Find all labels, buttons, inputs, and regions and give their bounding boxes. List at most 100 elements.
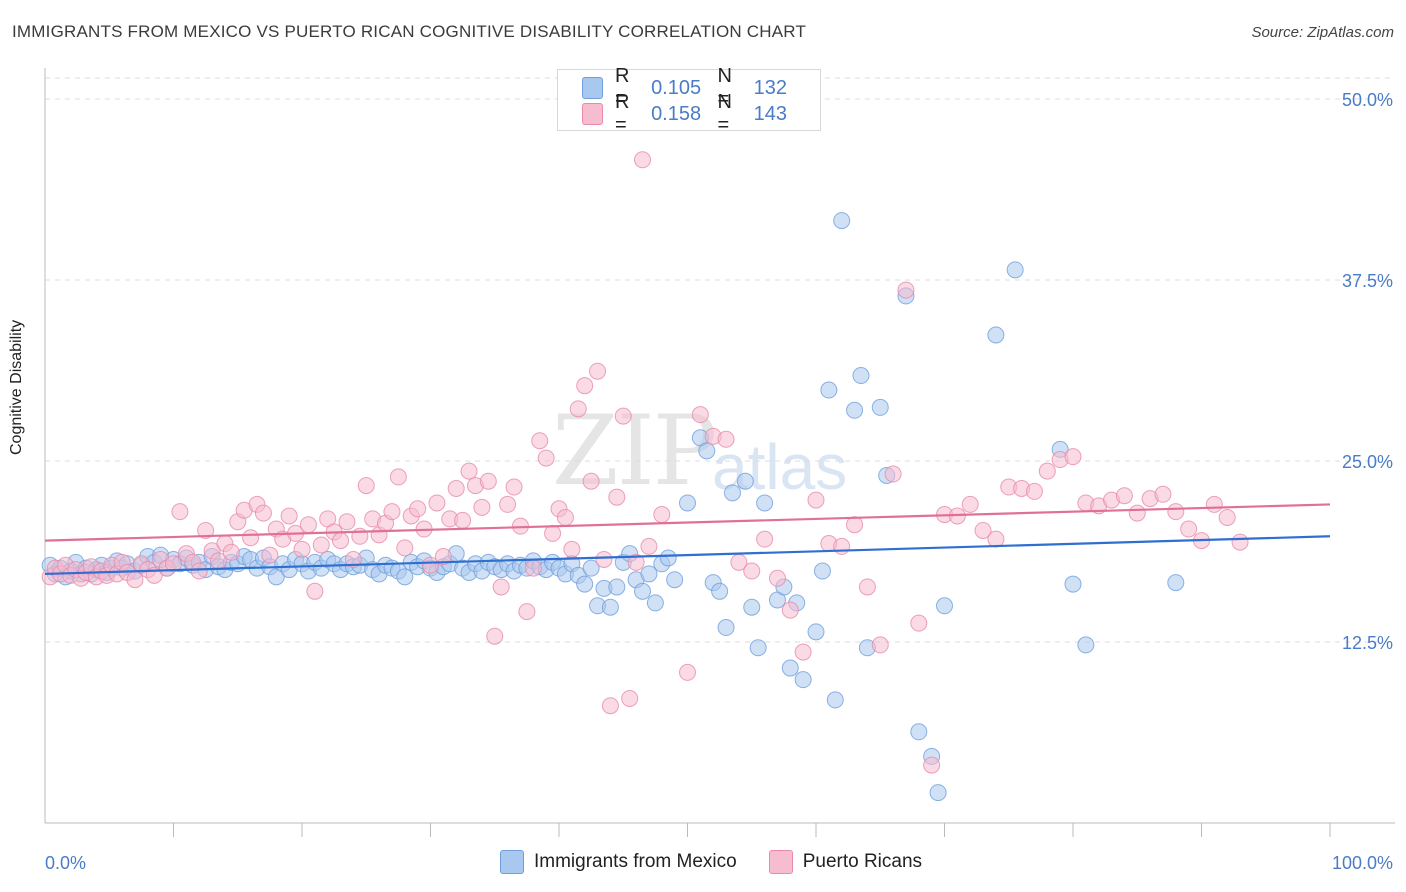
y-tick-label: 50.0%	[1342, 90, 1393, 110]
point-puerto-rican	[242, 529, 260, 547]
point-puerto-rican	[518, 603, 536, 621]
point-mexico	[1077, 636, 1095, 654]
point-mexico	[929, 784, 947, 802]
point-puerto-rican	[1025, 482, 1043, 500]
point-puerto-rican	[595, 550, 613, 568]
point-mexico	[736, 472, 754, 490]
point-puerto-rican	[531, 432, 549, 450]
point-mexico	[813, 562, 831, 580]
point-puerto-rican	[1064, 448, 1082, 466]
n-value-mexico: 132	[753, 76, 787, 99]
point-puerto-rican	[589, 362, 607, 380]
legend-row-mexico: R = 0.105 N = 132	[582, 65, 820, 110]
point-mexico	[871, 398, 889, 416]
point-puerto-rican	[165, 555, 182, 573]
point-puerto-rican	[582, 472, 600, 490]
point-puerto-rican	[280, 507, 298, 525]
point-puerto-rican	[537, 449, 555, 467]
legend-swatch-mexico	[500, 850, 524, 874]
point-mexico	[723, 484, 741, 502]
point-mexico	[576, 575, 594, 593]
r-label: R =	[614, 91, 630, 136]
legend-swatch-puerto-rican	[582, 103, 603, 125]
point-puerto-rican	[1115, 487, 1133, 505]
point-puerto-rican	[312, 536, 330, 554]
point-puerto-rican	[768, 569, 786, 587]
point-puerto-rican	[473, 498, 491, 516]
trendline-mexico	[44, 535, 1331, 576]
r-label: R =	[614, 65, 630, 110]
legend-swatch-puerto-rican	[768, 850, 793, 874]
point-puerto-rican	[422, 556, 439, 574]
point-mexico	[396, 568, 414, 586]
point-mexico	[1064, 575, 1082, 593]
point-puerto-rican	[190, 562, 208, 580]
point-puerto-rican	[254, 504, 272, 522]
point-puerto-rican	[794, 643, 812, 661]
legend-label-puerto-rican: Puerto Ricans	[802, 851, 923, 872]
point-mexico	[640, 565, 658, 583]
point-mexico	[807, 623, 825, 641]
point-puerto-rican	[634, 151, 652, 169]
point-puerto-rican	[332, 532, 350, 550]
point-puerto-rican	[428, 494, 446, 512]
x-tick-label: 0.0%	[45, 853, 86, 873]
point-puerto-rican	[338, 513, 356, 531]
point-puerto-rican	[961, 495, 979, 513]
point-puerto-rican	[1218, 508, 1236, 526]
point-puerto-rican	[569, 400, 587, 418]
point-puerto-rican	[261, 546, 279, 564]
point-mexico	[852, 367, 870, 385]
point-puerto-rican	[601, 697, 619, 715]
point-puerto-rican	[1154, 485, 1172, 503]
point-mexico	[846, 401, 864, 419]
point-puerto-rican	[197, 521, 215, 539]
series-legend: Immigrants from Mexico Puerto Ricans	[500, 850, 954, 874]
point-mexico	[634, 582, 652, 600]
point-puerto-rican	[447, 479, 465, 497]
point-mexico	[608, 578, 626, 596]
point-puerto-rican	[871, 636, 889, 654]
point-mexico	[756, 494, 774, 512]
point-puerto-rican	[717, 430, 735, 448]
point-mexico	[582, 559, 600, 577]
point-puerto-rican	[781, 601, 799, 619]
point-mexico	[717, 619, 735, 637]
legend-item-mexico[interactable]: Immigrants from Mexico	[500, 850, 737, 874]
point-mexico	[659, 549, 677, 567]
point-mexico	[1006, 261, 1024, 279]
legend-item-puerto-rican[interactable]: Puerto Ricans	[768, 850, 923, 874]
point-puerto-rican	[621, 689, 639, 707]
point-mexico	[743, 598, 761, 616]
point-puerto-rican	[389, 468, 407, 486]
point-puerto-rican	[344, 550, 362, 568]
point-puerto-rican	[222, 543, 240, 561]
point-mexico	[826, 691, 844, 709]
point-mexico	[781, 659, 799, 677]
point-puerto-rican	[653, 506, 671, 524]
point-puerto-rican	[306, 582, 324, 600]
point-puerto-rican	[833, 537, 851, 555]
point-puerto-rican	[492, 578, 510, 596]
point-puerto-rican	[756, 530, 774, 548]
point-mexico	[698, 442, 716, 460]
point-mexico	[646, 594, 664, 612]
point-puerto-rican	[923, 756, 941, 774]
point-puerto-rican	[293, 540, 311, 558]
point-puerto-rican	[460, 462, 478, 480]
point-mexico	[1167, 574, 1185, 592]
point-puerto-rican	[499, 495, 517, 513]
point-puerto-rican	[1128, 504, 1146, 522]
y-tick-label: 37.5%	[1342, 271, 1393, 291]
point-puerto-rican	[396, 539, 414, 557]
point-puerto-rican	[691, 406, 709, 424]
point-puerto-rican	[608, 488, 626, 506]
y-tick-label: 12.5%	[1342, 633, 1393, 653]
point-puerto-rican	[505, 478, 523, 496]
point-puerto-rican	[171, 503, 189, 521]
point-mexico	[820, 381, 838, 399]
point-mexico	[749, 639, 767, 657]
point-puerto-rican	[807, 491, 825, 509]
source-credit: Source: ZipAtlas.com	[1251, 24, 1394, 41]
x-tick-label: 100.0%	[1332, 853, 1393, 873]
